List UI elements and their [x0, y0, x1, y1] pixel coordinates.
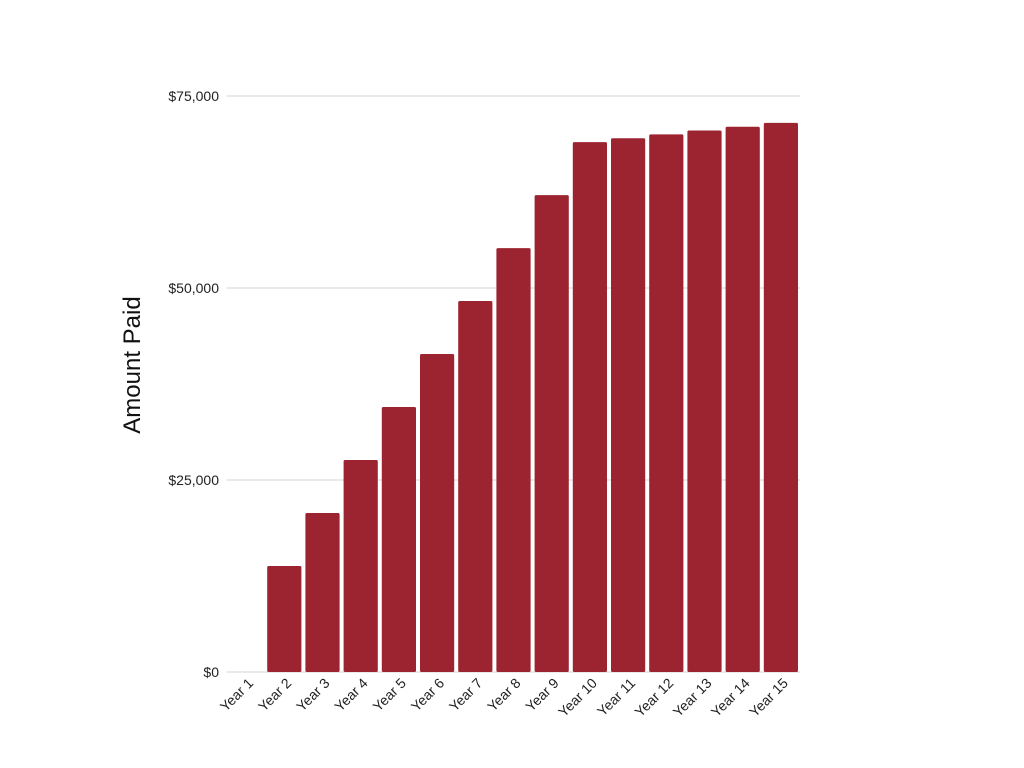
x-tick-label: Year 13 [670, 675, 715, 720]
bar [687, 130, 722, 672]
x-tick-label: Year 15 [746, 675, 791, 720]
bar [611, 138, 646, 673]
x-tick-label: Year 12 [631, 675, 676, 720]
x-tick-label: Year 8 [484, 675, 524, 715]
x-tick-label: Year 1 [217, 675, 257, 715]
bar [649, 134, 684, 672]
bar [725, 126, 760, 673]
bar [534, 195, 569, 672]
y-tick-label: $25,000 [168, 472, 219, 488]
bar [763, 122, 798, 672]
x-tick-label: Year 11 [594, 675, 638, 719]
bar [458, 301, 493, 672]
x-tick-label: Year 6 [408, 675, 448, 715]
x-tick-label: Year 14 [708, 675, 753, 720]
y-axis-title: Amount Paid [119, 296, 146, 433]
x-tick-label: Year 7 [446, 675, 486, 715]
bar-layer [267, 122, 798, 673]
bar [496, 248, 531, 672]
y-tick-label: $75,000 [168, 88, 219, 104]
y-tick-label: $50,000 [168, 280, 219, 296]
x-tick-label: Year 5 [369, 675, 409, 715]
y-tick-label: $0 [203, 664, 219, 680]
bar [420, 354, 455, 672]
bar [305, 513, 340, 672]
x-tick-label: Year 4 [331, 675, 371, 715]
x-tick-label: Year 2 [255, 675, 295, 715]
x-tick-label: Year 10 [555, 675, 600, 720]
bar [381, 407, 416, 672]
bar [343, 460, 378, 672]
bar [572, 142, 607, 672]
y-axis-ticks: $0 $25,000 $50,000 $75,000 [168, 88, 219, 680]
x-tick-label: Year 3 [293, 675, 333, 715]
bar [267, 566, 302, 672]
